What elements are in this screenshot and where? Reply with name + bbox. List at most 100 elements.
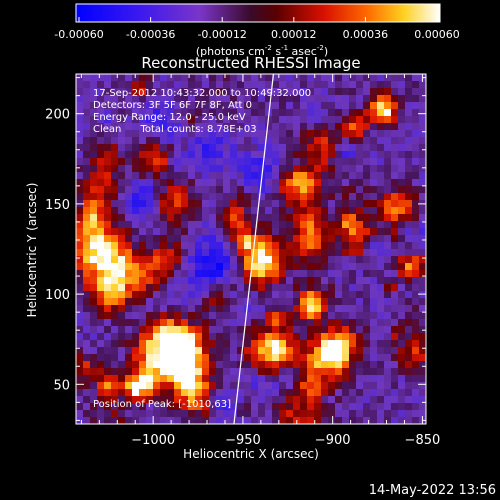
- heatmap-cell: [188, 382, 196, 390]
- heatmap-cell: [195, 137, 203, 145]
- heatmap-cell: [279, 144, 287, 152]
- heatmap-cell: [132, 368, 140, 376]
- heatmap-cell: [118, 158, 126, 166]
- heatmap-cell: [230, 74, 238, 82]
- heatmap-cell: [125, 179, 133, 187]
- heatmap-cell: [209, 200, 217, 208]
- heatmap-cell: [97, 81, 105, 89]
- heatmap-cell: [132, 305, 140, 313]
- heatmap-cell: [419, 403, 426, 411]
- heatmap-cell: [300, 389, 308, 397]
- heatmap-cell: [258, 417, 266, 424]
- heatmap-cell: [384, 193, 392, 201]
- heatmap-cell: [328, 382, 336, 390]
- heatmap-cell: [83, 417, 91, 424]
- heatmap-cell: [223, 333, 231, 341]
- heatmap-cell: [307, 333, 315, 341]
- heatmap-cell: [419, 186, 426, 194]
- heatmap-cell: [139, 375, 147, 383]
- heatmap-cell: [132, 214, 140, 222]
- heatmap-cell: [335, 389, 343, 397]
- heatmap-cell: [279, 165, 287, 173]
- heatmap-cell: [76, 410, 84, 418]
- heatmap-cell: [139, 361, 147, 369]
- heatmap-cell: [230, 172, 238, 180]
- heatmap-cell: [335, 165, 343, 173]
- heatmap-cell: [419, 375, 426, 383]
- heatmap-cell: [335, 249, 343, 257]
- heatmap-cell: [370, 144, 378, 152]
- heatmap-cell: [286, 326, 294, 334]
- heatmap-cell: [174, 277, 182, 285]
- heatmap-cell: [125, 340, 133, 348]
- heatmap-cell: [363, 354, 371, 362]
- heatmap-cell: [265, 172, 273, 180]
- heatmap-cell: [328, 291, 336, 299]
- heatmap-cell: [307, 186, 315, 194]
- heatmap-cell: [202, 130, 210, 138]
- heatmap-cell: [377, 137, 385, 145]
- annotation-detectors: Detectors: 3F 5F 6F 7F 8F, Att 0: [93, 100, 252, 111]
- heatmap-cell: [244, 333, 252, 341]
- heatmap-cell: [328, 340, 336, 348]
- heatmap-cell: [251, 319, 259, 327]
- heatmap-cell: [146, 354, 154, 362]
- heatmap-cell: [223, 368, 231, 376]
- heatmap-cell: [293, 228, 301, 236]
- heatmap-cell: [132, 389, 140, 397]
- heatmap-cell: [139, 235, 147, 243]
- heatmap-cell: [321, 298, 329, 306]
- heatmap-cell: [251, 270, 259, 278]
- heatmap-cell: [384, 137, 392, 145]
- heatmap-cell: [97, 403, 105, 411]
- heatmap-cell: [321, 305, 329, 313]
- heatmap-cell: [244, 193, 252, 201]
- heatmap-cell: [125, 137, 133, 145]
- heatmap-cell: [293, 158, 301, 166]
- heatmap-cell: [356, 235, 364, 243]
- heatmap-cell: [139, 151, 147, 159]
- heatmap-cell: [419, 165, 426, 173]
- heatmap-cell: [97, 186, 105, 194]
- heatmap-cell: [76, 207, 84, 215]
- heatmap-cell: [132, 291, 140, 299]
- heatmap-cell: [251, 123, 259, 131]
- heatmap-cell: [377, 249, 385, 257]
- heatmap-cell: [237, 277, 245, 285]
- heatmap-cell: [314, 116, 322, 124]
- heatmap-cell: [230, 256, 238, 264]
- heatmap-cell: [209, 263, 217, 271]
- heatmap-cell: [328, 95, 336, 103]
- heatmap-cell: [111, 200, 119, 208]
- heatmap-cell: [342, 326, 350, 334]
- heatmap-cell: [223, 361, 231, 369]
- heatmap-cell: [356, 354, 364, 362]
- heatmap-cell: [181, 340, 189, 348]
- heatmap-cell: [272, 305, 280, 313]
- heatmap-cell: [335, 298, 343, 306]
- heatmap-cell: [146, 284, 154, 292]
- heatmap-cell: [97, 102, 105, 110]
- heatmap-cell: [419, 193, 426, 201]
- heatmap-cell: [216, 95, 224, 103]
- heatmap-cell: [202, 326, 210, 334]
- heatmap-cell: [384, 172, 392, 180]
- heatmap-cell: [209, 172, 217, 180]
- heatmap-cell: [258, 361, 266, 369]
- heatmap-cell: [216, 312, 224, 320]
- heatmap-cell: [244, 410, 252, 418]
- heatmap-cell: [377, 130, 385, 138]
- heatmap-cell: [377, 333, 385, 341]
- heatmap-cell: [321, 221, 329, 229]
- heatmap-cell: [202, 333, 210, 341]
- heatmap-cell: [167, 312, 175, 320]
- heatmap-cell: [349, 221, 357, 229]
- heatmap-cell: [363, 361, 371, 369]
- heatmap-cell: [139, 74, 147, 82]
- heatmap-cell: [384, 179, 392, 187]
- heatmap-cell: [90, 333, 98, 341]
- heatmap-cell: [230, 326, 238, 334]
- heatmap-cell: [342, 116, 350, 124]
- heatmap-cell: [307, 242, 315, 250]
- heatmap-cell: [293, 326, 301, 334]
